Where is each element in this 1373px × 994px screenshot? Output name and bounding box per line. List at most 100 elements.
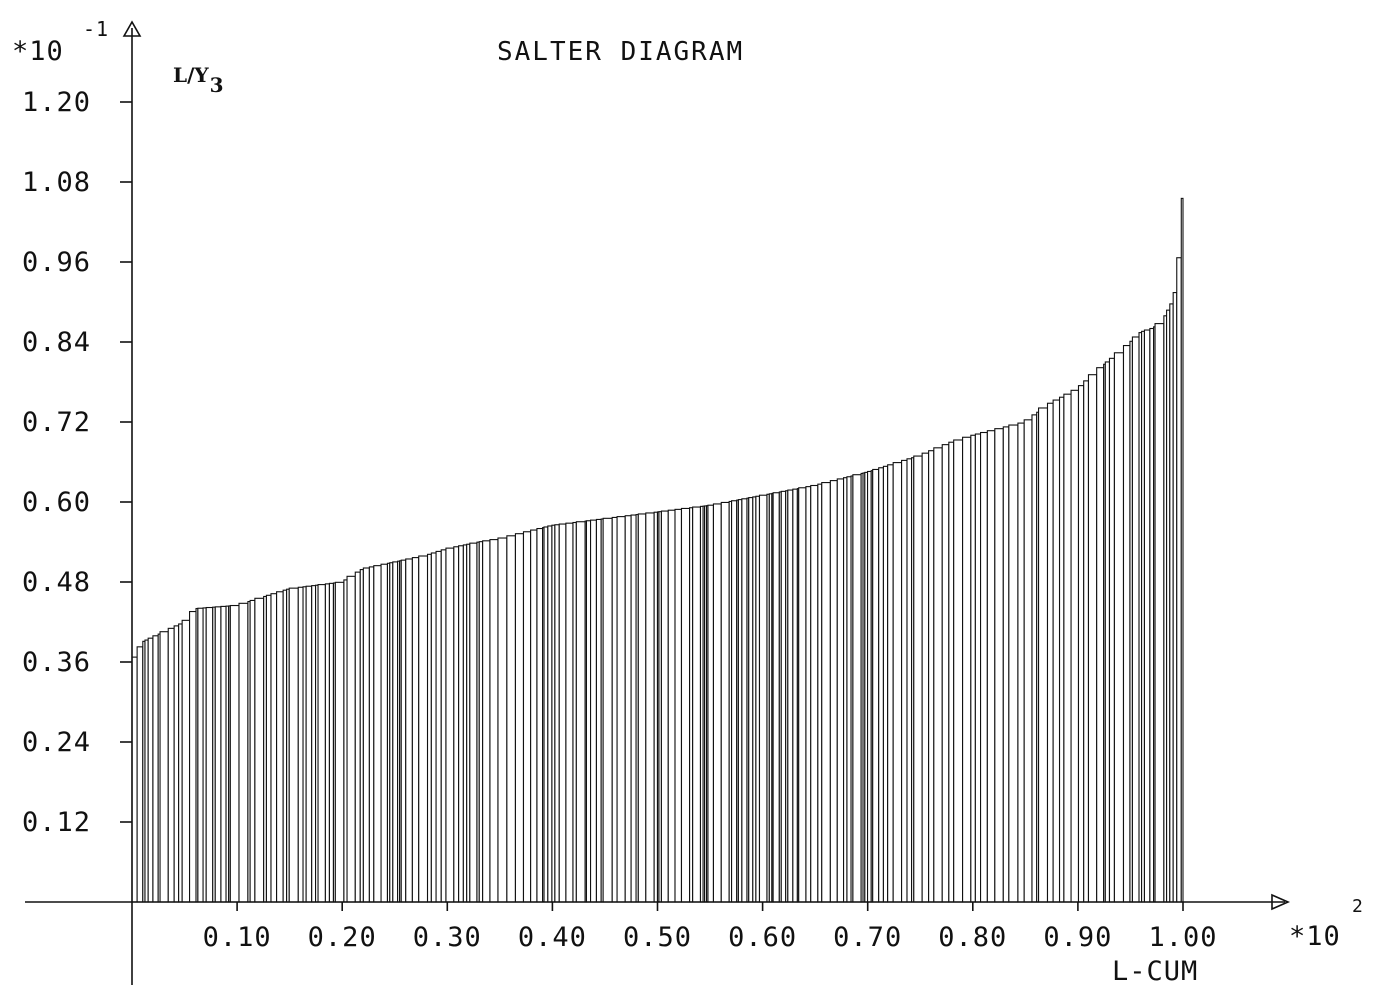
bar [469,542,478,903]
bar [400,559,407,903]
bar [214,606,222,903]
bar [970,434,976,903]
bar [748,497,754,903]
x-tick-label: 0.20 [308,922,377,953]
bar [497,537,508,903]
bar [354,571,361,903]
y-tick-label: 0.72 [22,407,91,438]
bar [426,553,432,903]
bar [288,587,299,903]
bar [249,599,256,903]
bar [458,545,464,903]
bar [530,529,538,903]
bar [1063,393,1072,903]
bar [741,498,748,903]
bar [346,575,356,903]
bar [173,625,180,903]
bar [994,428,1004,903]
bar [1058,396,1065,903]
bar [1023,419,1033,903]
bar [772,492,780,903]
bar [305,585,313,903]
bar [585,520,592,903]
bar [595,518,602,903]
bar [953,439,964,903]
bar [707,504,714,903]
bar [445,547,455,903]
y-tick-label: 1.08 [22,167,91,198]
bar [297,586,304,903]
bar [1131,336,1140,903]
y-tick-label: 0.36 [22,647,91,678]
bar [630,514,637,903]
y-ticks-group: 0.12 0.24 0.36 0.48 0.60 0.72 0.84 0.96 1.08 1.20 [22,87,132,838]
bar [921,452,930,903]
bar [328,582,334,903]
bar [238,602,249,903]
bar [482,540,491,903]
bar [892,462,903,903]
bar [418,555,429,903]
bar [373,565,382,903]
chart-title: SALTER DIAGRAM [497,37,744,67]
bar [1096,367,1105,903]
bar [1038,407,1049,903]
bar [430,552,437,903]
x-tick-label: 0.40 [518,922,587,953]
bar [334,581,345,903]
bar [933,447,943,903]
bar [205,606,214,903]
bar [962,436,972,903]
bar [522,531,532,903]
bar [680,507,691,903]
bar [810,484,819,903]
y-tick-label: 0.60 [22,487,91,518]
x-tick-label: 0.90 [1043,922,1112,953]
x-tick-label: 0.60 [728,922,797,953]
bar [1087,374,1098,903]
bar [1176,257,1182,903]
bar [882,465,889,903]
bar [878,467,884,903]
bar [712,503,722,903]
bar [554,524,560,903]
x-axis-label: L-CUM [1112,956,1198,987]
x-multiplier-exponent: 2 [1352,896,1364,917]
bar [489,539,499,903]
bar [411,557,420,903]
bar [852,474,862,903]
bar [872,468,880,903]
bar [276,591,284,903]
bar [265,594,272,903]
bar [1113,352,1125,903]
bar [1108,357,1115,903]
bar [805,486,812,903]
y-tick-label: 0.48 [22,567,91,598]
bar [928,450,935,903]
bar [317,584,326,903]
bar [780,490,787,903]
bar [1002,426,1010,903]
bar [692,506,702,903]
bar [152,635,159,903]
bar [846,476,852,903]
x-tick-label: 1.00 [1148,922,1217,953]
bar [147,637,154,903]
bar [1052,399,1061,903]
y-tick-label: 0.24 [22,727,91,758]
bar [435,550,442,903]
bar [731,500,738,903]
bar [159,631,169,903]
bar [817,483,823,903]
bar [536,527,544,903]
bar [311,585,317,903]
y-axis-label: L/Y3 [173,63,224,97]
x-tick-label: 0.70 [833,922,902,953]
bar [1149,327,1155,903]
y-axis-label-subscript: 3 [210,73,224,97]
y-tick-label: 0.84 [22,327,91,358]
bar [440,549,447,903]
y-axis-arrow-icon [122,20,142,37]
bar [1017,422,1025,903]
bar [324,583,330,903]
